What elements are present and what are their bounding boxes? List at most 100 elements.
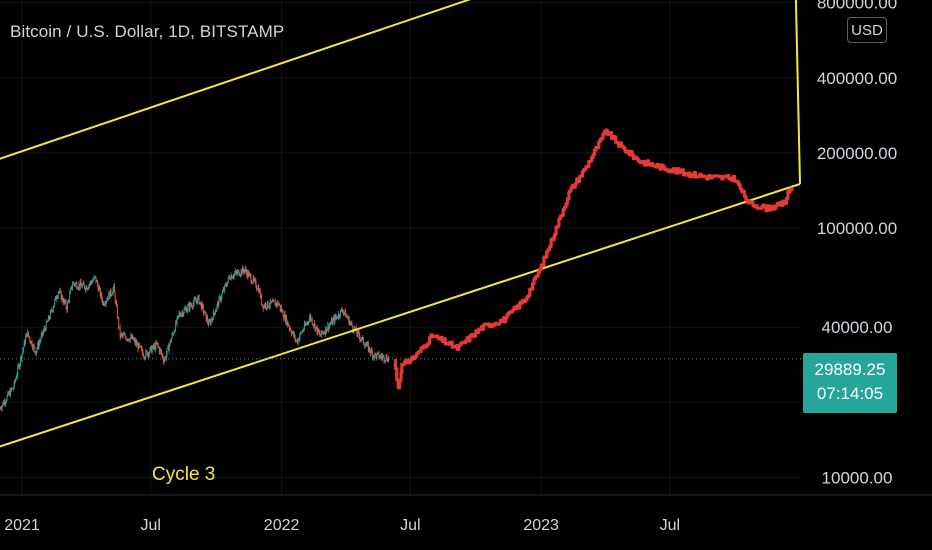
candle-body	[317, 328, 319, 334]
y-tick-label: 800000.00	[817, 0, 897, 13]
time-axis[interactable]: 2021 Jul 2022 Jul 2023 Jul	[0, 494, 932, 534]
candle-body	[10, 388, 12, 396]
candle-body	[123, 334, 125, 336]
candle-body	[377, 352, 378, 354]
candle-body	[352, 326, 354, 331]
channel-channel_right_edge[interactable]	[794, 0, 801, 185]
candle-body	[55, 296, 56, 300]
candle-body	[231, 275, 233, 279]
candle-body	[13, 387, 14, 389]
candle-body	[281, 307, 282, 312]
candle-body	[249, 273, 250, 275]
candle-body	[188, 304, 189, 306]
candle-body	[75, 283, 77, 285]
candle-body	[383, 355, 385, 361]
candle-body	[5, 402, 7, 404]
candle-body	[2, 402, 4, 406]
candle-body	[30, 341, 31, 344]
candle-body	[234, 271, 236, 274]
candle-body	[232, 277, 233, 279]
candle-body	[184, 308, 186, 310]
candle-body	[156, 342, 158, 345]
candle-body	[202, 306, 204, 313]
candle-body	[318, 331, 320, 333]
candle-body	[262, 304, 263, 307]
candle-body	[77, 288, 78, 290]
candle-body	[105, 301, 107, 305]
candle-body	[66, 307, 68, 311]
candle-body	[18, 365, 19, 367]
candle-body	[19, 363, 21, 368]
candle-body	[211, 318, 213, 320]
candle-body	[194, 299, 196, 301]
candle-body	[161, 351, 162, 355]
candle-body	[173, 333, 174, 335]
candle-body	[135, 341, 137, 344]
candle-body	[20, 356, 22, 360]
candle-body	[344, 310, 346, 313]
x-tick-label: 2022	[264, 517, 300, 534]
candle-body	[163, 360, 165, 362]
candle-body	[50, 309, 52, 312]
candle-body	[190, 305, 192, 307]
candle-body	[104, 304, 106, 306]
candle-body	[169, 340, 171, 346]
channel-channel_upper[interactable]	[0, 0, 498, 161]
candle-body	[162, 355, 164, 359]
candle-body	[63, 299, 65, 304]
candle-body	[54, 299, 56, 305]
candle-body	[334, 315, 336, 323]
candle-body	[261, 295, 263, 305]
candle-body	[40, 335, 42, 340]
candle-body	[129, 338, 131, 342]
projection-path[interactable]	[393, 128, 794, 390]
cycle-annotation[interactable]: Cycle 3	[152, 464, 216, 485]
candle-body	[32, 346, 34, 349]
candle-body	[300, 332, 302, 334]
candle-body	[255, 280, 257, 288]
candle-body	[4, 400, 6, 404]
candle-body	[287, 321, 289, 326]
candle-body	[252, 282, 253, 284]
candle-body	[59, 290, 61, 293]
candle-body	[97, 280, 98, 285]
y-tick-label: 100000.00	[817, 219, 897, 238]
candle-body	[375, 354, 377, 358]
last-price-tag: 29889.25 07:14:05	[803, 353, 897, 413]
candle-body	[29, 337, 31, 342]
candle-body	[296, 340, 297, 342]
candle-body	[142, 352, 144, 357]
price-axis[interactable]: 10000.0020000.0040000.00100000.00200000.…	[817, 0, 897, 487]
channel-channel_lower[interactable]	[0, 183, 801, 449]
candle-body	[36, 348, 38, 352]
candle-body	[42, 331, 44, 335]
candle-body	[271, 301, 273, 303]
candle-body	[212, 318, 214, 320]
candle-body	[24, 341, 26, 345]
candle-body	[222, 289, 224, 292]
candle-body	[298, 337, 300, 341]
candle-body	[145, 350, 147, 358]
currency-button[interactable]: USD	[847, 17, 887, 43]
candle-body	[138, 343, 140, 347]
candle-body	[92, 280, 94, 282]
candle-body	[371, 349, 373, 352]
candle-body	[138, 343, 140, 350]
candle-body	[230, 275, 232, 280]
candle-body	[285, 316, 287, 322]
candle-body	[361, 337, 363, 340]
candle-body	[217, 302, 219, 306]
candle-body	[367, 343, 369, 352]
trend-channel[interactable]	[0, 0, 801, 449]
symbol-title[interactable]: Bitcoin / U.S. Dollar, 1D, BITSTAMP	[10, 22, 285, 41]
candle-body	[354, 327, 356, 330]
candle-body	[106, 298, 108, 301]
candle-body	[348, 317, 350, 325]
candle-body	[254, 279, 256, 281]
candle-body	[81, 285, 83, 288]
candle-body	[283, 316, 285, 319]
projection-line[interactable]	[393, 128, 794, 390]
candle-body	[25, 333, 27, 338]
candle-body	[241, 270, 243, 274]
